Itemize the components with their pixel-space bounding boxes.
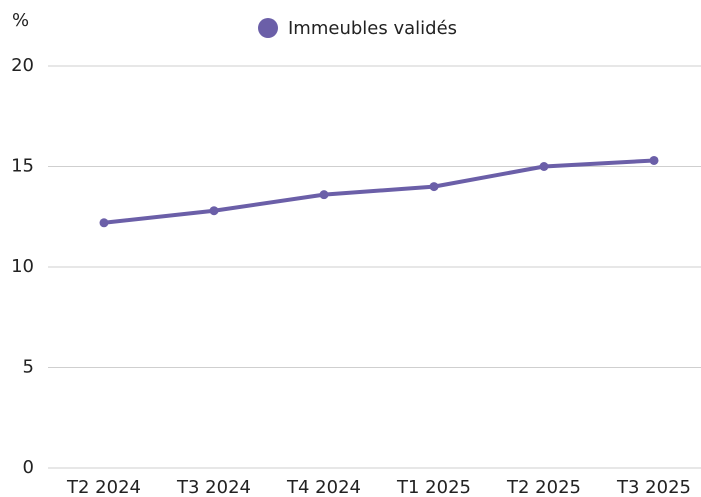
y-tick-label: 5 <box>23 357 34 378</box>
point <box>539 162 549 171</box>
x-tick-label: T4 2024 <box>286 477 361 497</box>
y-tick-label: 10 <box>11 256 34 277</box>
point <box>649 155 659 165</box>
x-tick-label: T1 2025 <box>396 477 471 497</box>
y-tick-label: 20 <box>11 55 34 76</box>
line <box>103 158 655 225</box>
legend-marker <box>258 18 278 38</box>
x-tick-label: T2 2025 <box>506 477 581 497</box>
x-tick-label: T3 2024 <box>176 477 251 497</box>
y-tick-label: 0 <box>23 457 34 478</box>
point <box>209 206 219 216</box>
point <box>429 182 439 192</box>
y-tick-label: 15 <box>11 156 34 177</box>
x-tick-label: T3 2025 <box>616 477 691 497</box>
point <box>99 218 109 228</box>
x-tick-label: T2 2024 <box>66 477 141 497</box>
legend-label: Immeubles validés <box>288 18 457 39</box>
point <box>319 190 329 200</box>
y-axis-label: % <box>12 10 29 31</box>
